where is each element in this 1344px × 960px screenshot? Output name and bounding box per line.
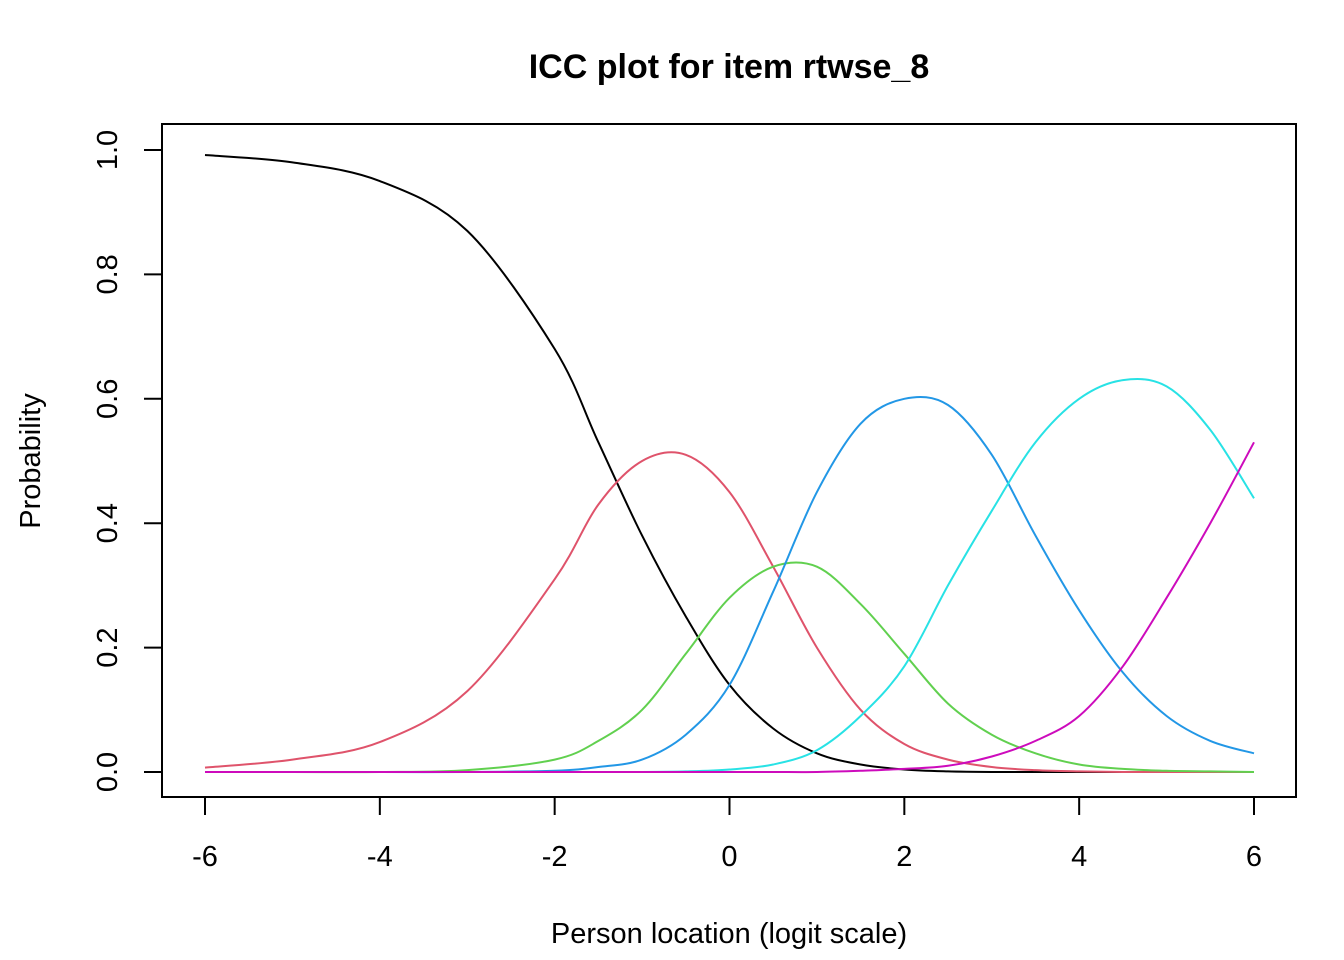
x-tick-label: 4 <box>1071 841 1087 873</box>
series-line-5 <box>205 378 1255 774</box>
x-tick-label: -6 <box>192 841 218 873</box>
series-line-1 <box>204 154 1254 774</box>
y-tick-label: 1.0 <box>92 130 124 170</box>
x-tick-label: -4 <box>367 841 393 873</box>
series-line-4 <box>205 395 1255 774</box>
chart-title: ICC plot for item rtwse_8 <box>529 48 930 86</box>
x-tick-label: 2 <box>896 841 912 873</box>
x-axis: -6 -4 -2 0 2 4 6 <box>192 796 1262 873</box>
x-axis-label: Person location (logit scale) <box>551 918 907 950</box>
series-line-3 <box>205 561 1255 774</box>
x-tick-label: 6 <box>1246 841 1262 873</box>
plot-frame <box>161 123 1297 798</box>
series-line-2 <box>204 451 1254 774</box>
x-tick-label: 0 <box>721 841 737 873</box>
y-tick-label: 0.8 <box>92 254 124 294</box>
series-line-6 <box>205 441 1255 774</box>
y-tick-label: 0.4 <box>92 503 124 543</box>
y-tick-label: 0.2 <box>92 627 124 667</box>
y-axis-label: Probability <box>15 393 47 529</box>
series-layer <box>204 154 1255 774</box>
y-tick-label: 0.6 <box>92 379 124 419</box>
x-tick-label: -2 <box>542 841 568 873</box>
y-axis: 0.0 0.2 0.4 0.6 0.8 1.0 <box>92 130 163 792</box>
y-tick-label: 0.0 <box>92 752 124 792</box>
